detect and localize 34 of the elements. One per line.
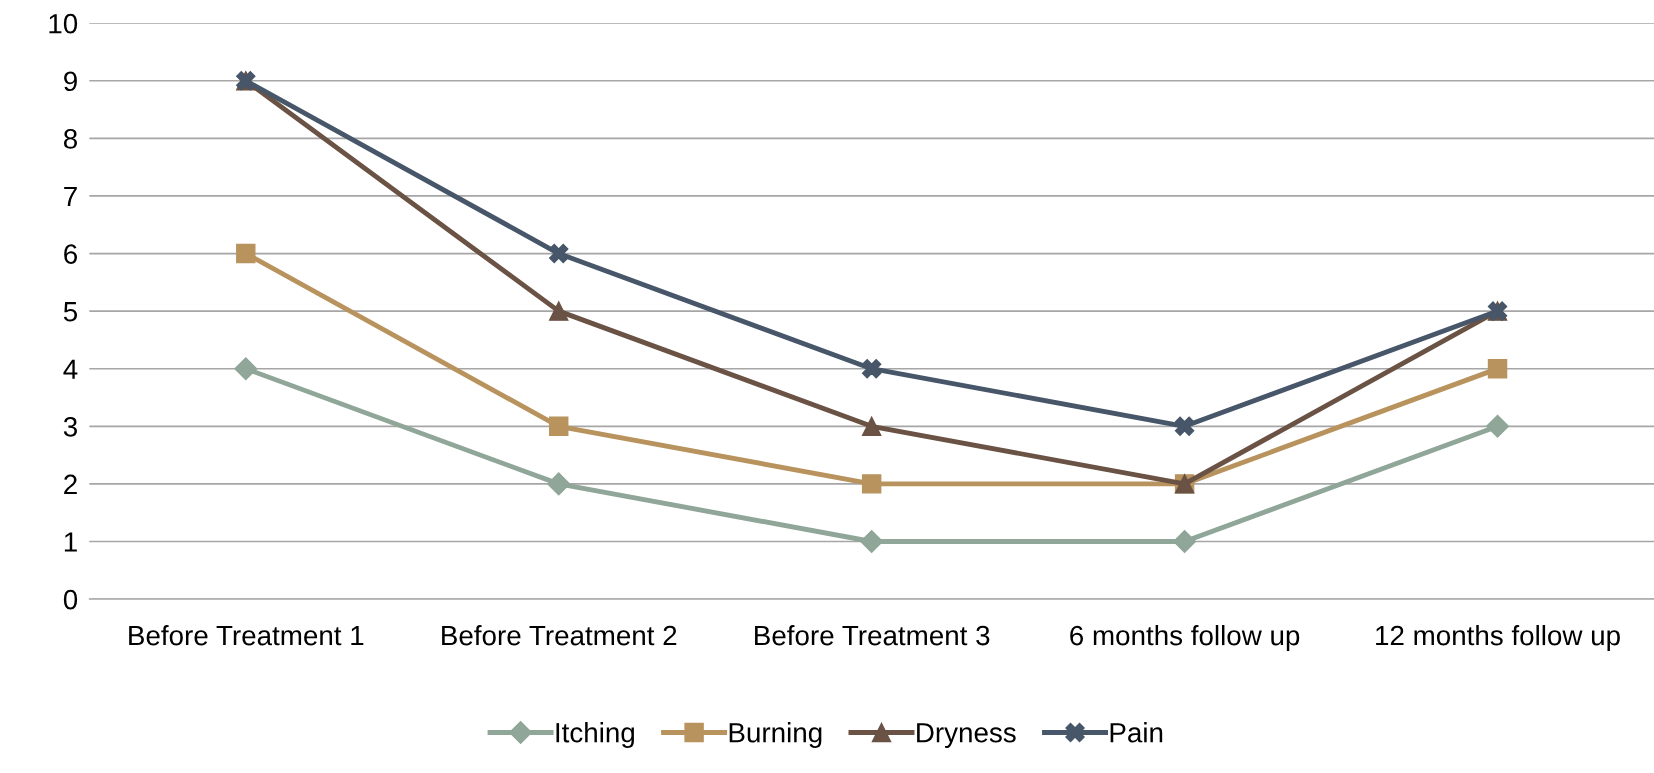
y-tick-label: 4 — [63, 359, 78, 379]
point — [548, 416, 569, 437]
point — [234, 357, 258, 381]
point — [548, 301, 569, 321]
x-tick-label: Before Treatment 2 — [442, 625, 677, 646]
y-tick-label: 10 — [49, 13, 78, 34]
y-tick-label: 0 — [63, 589, 78, 610]
point — [1174, 416, 1195, 437]
point — [1487, 358, 1508, 379]
legend-label: Itching — [556, 722, 634, 748]
y-tick-label: 3 — [63, 416, 77, 437]
point — [861, 416, 882, 437]
point — [548, 243, 569, 264]
y-tick-label: 2 — [64, 474, 77, 494]
y-tick-label: 1 — [64, 532, 77, 552]
point — [1486, 414, 1510, 438]
point — [1173, 529, 1197, 553]
point — [547, 472, 571, 496]
y-tick-label: 5 — [63, 302, 78, 322]
legend-label: Burning — [729, 722, 822, 748]
x-tick-label: Before Treatment 1 — [129, 625, 364, 646]
x-tick-label: 6 months follow up — [1070, 624, 1300, 651]
x-tick-label: 12 months follow up — [1376, 624, 1620, 651]
point — [860, 529, 884, 553]
legend-label: Pain — [1110, 722, 1163, 743]
y-tick-label: 9 — [64, 71, 77, 92]
point — [236, 243, 256, 264]
x-tick-label: Before Treatment 3 — [755, 625, 990, 646]
y-tick-label: 7 — [64, 186, 77, 207]
y-tick-label: 6 — [64, 244, 77, 264]
legend-label: Dryness — [917, 723, 1016, 748]
point — [861, 474, 882, 494]
point — [861, 358, 882, 379]
y-tick-label: 8 — [63, 129, 77, 149]
